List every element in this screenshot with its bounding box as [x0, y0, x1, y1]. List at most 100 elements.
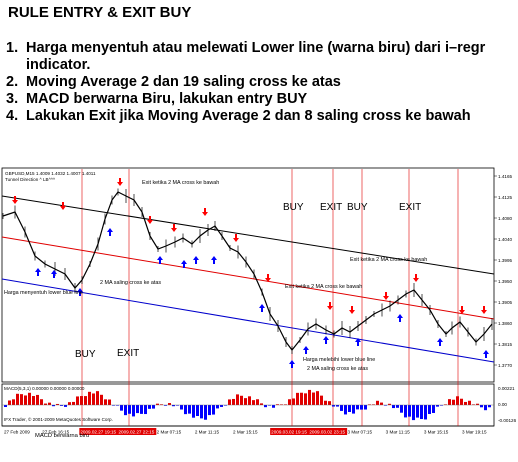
macd-bar [408, 405, 411, 417]
time-tick-highlight [308, 428, 348, 435]
sell-arrow-icon [459, 306, 465, 314]
macd-bar [484, 405, 487, 411]
rules-list: 1. Harga menyentuh atau melewati Lower l… [6, 40, 518, 125]
macd-bar [332, 405, 335, 407]
macd-bar [152, 405, 155, 409]
macd-bar [368, 404, 371, 405]
buy-arrow-icon [259, 304, 265, 312]
macd-bar [300, 392, 303, 405]
macd-bar [448, 399, 451, 405]
macd-bar [48, 402, 51, 405]
macd-tick-label: 0.00 [498, 402, 507, 407]
macd-bar [132, 405, 135, 417]
footer-caption: IFX Trader, © 2001-2009 MetaQuotes Softw… [4, 416, 113, 422]
macd-bar [220, 405, 223, 407]
sell-arrow-icon [413, 274, 419, 282]
time-tick-label: 2009.03.02 23:15 [309, 430, 345, 435]
sell-arrow-icon [12, 196, 18, 204]
macd-bar [420, 405, 423, 420]
macd-bar [28, 392, 31, 405]
signal-arrows [12, 178, 489, 368]
price-tick-label: 1.3950 [498, 279, 512, 284]
macd-bar [284, 404, 287, 405]
upper-channel-line [1, 195, 495, 275]
macd-bar [236, 394, 239, 405]
macd-bar [200, 405, 203, 419]
macd-bar [120, 405, 123, 411]
label-exit-2: EXIT [320, 202, 342, 213]
sell-arrow-icon [147, 216, 153, 224]
macd-bar [316, 391, 319, 405]
macd-bar [328, 401, 331, 405]
annotation-lower-break: Harga melebihi lower blue line [303, 357, 375, 363]
macd-bar [252, 400, 255, 405]
macd-bar [256, 399, 259, 405]
macd-bar [188, 405, 191, 414]
sell-arrow-icon [171, 224, 177, 232]
macd-bar [404, 405, 407, 418]
rule-item: 3. MACD berwarna Biru, lakukan entry BUY [6, 91, 518, 108]
macd-bar [364, 405, 367, 410]
buy-arrow-icon [157, 256, 163, 264]
macd-bar [488, 405, 491, 408]
rule-text: MACD berwarna Biru, lakukan entry BUY [26, 91, 308, 107]
annotation-exit-top: Exit ketika 2 MA cross ke bawah [142, 180, 219, 186]
buy-arrow-icon [355, 338, 361, 346]
symbol-caption: GBPUSD,M15 1.4009 1.4032 1.4007 1.4011 [5, 171, 96, 176]
macd-bar [296, 392, 299, 405]
macd-bar [140, 405, 143, 414]
label-buy-3: BUY [347, 202, 368, 213]
macd-bar [16, 393, 19, 405]
macd-bar [40, 399, 43, 405]
macd-bar [336, 405, 339, 407]
time-tick-label: 3 Mar 19:15 [462, 430, 487, 435]
macd-bar [92, 393, 95, 405]
macd-caption: MACD(5,3,1) 0.00000 0.00000 0.00000 [4, 386, 85, 391]
rule-number: 1. [6, 40, 19, 56]
macd-bar [160, 404, 163, 405]
buy-arrow-icon [107, 228, 113, 236]
macd-bar [104, 399, 107, 405]
macd-bar [232, 398, 235, 405]
macd-bar [244, 398, 247, 405]
time-tick-highlight [270, 428, 309, 435]
macd-bar [460, 398, 463, 405]
macd-bar [464, 401, 467, 405]
macd-tick-label: -0.00126 [498, 418, 517, 423]
price-bars [2, 188, 493, 354]
time-tick-label: 3 Mar 07:15 [348, 430, 373, 435]
macd-bar [184, 405, 187, 415]
macd-tick-label: 0.00221 [498, 386, 515, 391]
macd-bar [416, 405, 419, 418]
rule-item: 2. Moving Average 2 dan 19 saling cross … [6, 74, 518, 91]
time-tick-label: 2 Mar 07:15 [157, 430, 182, 435]
macd-bar [32, 396, 35, 405]
rule-text: Harga menyentuh atau melewati Lower line… [26, 40, 486, 56]
price-tick-label: 1.4040 [498, 237, 512, 242]
rule-number: 2. [6, 74, 19, 90]
macd-bar [444, 404, 447, 405]
macd-bar [228, 399, 231, 405]
macd-bar [456, 396, 459, 405]
macd-bar [4, 405, 7, 407]
sell-arrow-icon [117, 178, 123, 186]
macd-bar [380, 402, 383, 405]
macd-bar [376, 400, 379, 405]
macd-bar [56, 403, 59, 405]
time-tick-highlight [117, 428, 157, 435]
macd-bar [360, 405, 363, 410]
sell-arrow-icon [233, 234, 239, 242]
annotation-ma-cross-2: 2 MA saling cross ke atas [307, 366, 368, 372]
macd-bar [436, 405, 439, 407]
annotation-exit-right: Exit ketika 2 MA cross ke bawah [350, 257, 427, 263]
time-tick-label: 3 Mar 11:15 [386, 430, 411, 435]
macd-bar [60, 405, 63, 406]
buy-arrow-icon [397, 314, 403, 322]
price-axis: 1.4165 1.4125 1.4080 1.4040 1.3995 1.3950 1.39… [494, 174, 517, 423]
macd-bar [156, 403, 159, 405]
macd-bar [392, 405, 395, 409]
macd-bar [8, 400, 11, 405]
label-buy-1: BUY [75, 349, 96, 360]
middle-channel-line [1, 236, 495, 320]
macd-bar [384, 405, 387, 406]
